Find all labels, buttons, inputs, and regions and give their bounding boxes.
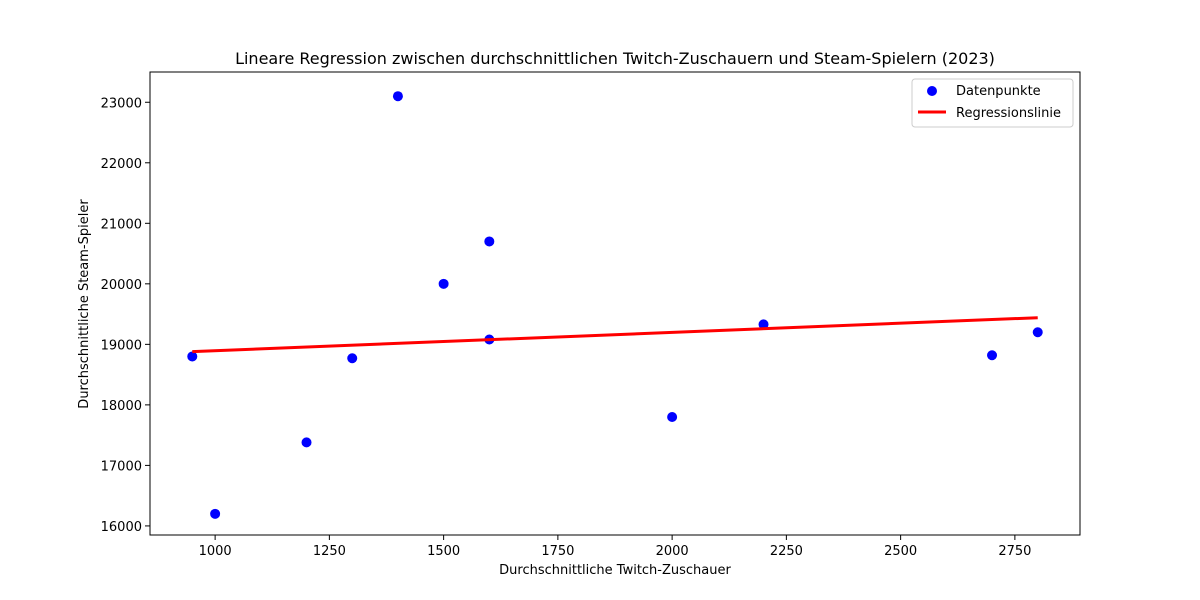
data-point-1 <box>187 351 198 362</box>
x-tick-label: 1250 <box>313 544 346 559</box>
y-tick-label: 18000 <box>101 399 142 414</box>
data-point-4 <box>347 353 358 364</box>
data-point-2 <box>210 508 221 519</box>
plot-frame <box>149 71 1081 536</box>
legend-label-regressionslinie: Regressionslinie <box>956 106 1061 121</box>
data-point-5 <box>392 91 403 102</box>
y-tick-label: 22000 <box>101 157 142 172</box>
data-point-10 <box>758 319 769 330</box>
x-tick-label: 2000 <box>656 544 689 559</box>
data-point-11 <box>987 350 998 361</box>
x-tick-label: 1750 <box>541 544 574 559</box>
legend: Datenpunkte Regressionslinie <box>911 78 1074 128</box>
y-tick-label: 17000 <box>101 459 142 474</box>
y-tick-label: 23000 <box>101 96 142 111</box>
data-point-6 <box>438 278 449 289</box>
data-point-3 <box>301 437 312 448</box>
x-axis: 1000 1250 1500 1750 2000 2250 2500 2750 <box>199 535 1031 559</box>
data-point-9 <box>667 411 678 422</box>
y-axis-label: Durchschnittliche Steam-Spieler <box>77 199 92 409</box>
legend-label-datenpunkte: Datenpunkte <box>956 84 1041 99</box>
legend-box <box>911 78 1074 128</box>
x-tick-label: 2750 <box>998 544 1031 559</box>
y-tick-label: 19000 <box>101 338 142 353</box>
legend-marker-datenpunkte <box>927 86 937 96</box>
x-axis-label: Durchschnittliche Twitch-Zuschauer <box>499 563 731 578</box>
y-tick-label: 16000 <box>101 520 142 535</box>
plot-area <box>150 72 1080 535</box>
plot-marks <box>187 91 1043 519</box>
x-tick-label: 2500 <box>884 544 917 559</box>
x-tick-label: 1500 <box>427 544 460 559</box>
y-axis: 16000 17000 18000 19000 20000 21000 22000 23000 <box>101 96 150 535</box>
regression-line <box>192 316 1038 354</box>
x-tick-label: 1000 <box>199 544 232 559</box>
data-point-12 <box>1032 327 1043 338</box>
y-tick-label: 21000 <box>101 217 142 232</box>
data-point-7 <box>484 236 495 247</box>
x-tick-label: 2250 <box>770 544 803 559</box>
y-tick-label: 20000 <box>101 278 142 293</box>
chart-title: Lineare Regression zwischen durchschnitt… <box>235 49 995 68</box>
